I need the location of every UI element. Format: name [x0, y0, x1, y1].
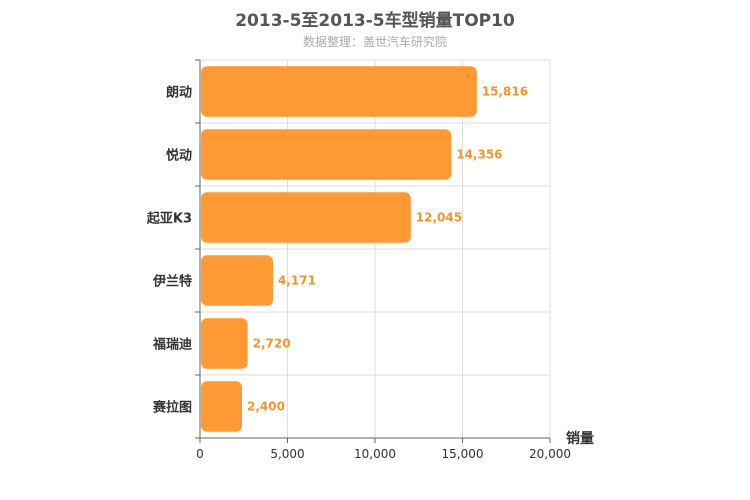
x-tick-label: 0	[196, 447, 204, 461]
category-label: 悦动	[166, 148, 192, 164]
x-tick-label: 10,000	[354, 447, 396, 461]
x-tick-label: 20,000	[529, 447, 571, 461]
data-label: 15,816	[482, 85, 528, 99]
bar	[201, 129, 452, 180]
chart-subtitle: 数据整理：盖世汽车研究院	[302, 35, 447, 49]
chart-title: 2013-5至2013-5车型销量TOP10	[235, 11, 515, 31]
category-label: 福瑞迪	[152, 337, 192, 353]
x-axis-title: 销量	[566, 430, 594, 447]
x-tick-label: 15,000	[442, 447, 484, 461]
data-label: 2,400	[247, 400, 285, 414]
x-tick-label: 5,000	[270, 447, 304, 461]
bars: 15,816 14,356 12,045 4,171 2,720 2,400	[201, 66, 528, 432]
bar	[201, 255, 273, 306]
bar	[201, 381, 242, 432]
bar	[201, 192, 411, 243]
data-label: 4,171	[278, 274, 316, 288]
category-label: 朗动	[166, 85, 192, 101]
bar	[201, 318, 248, 369]
category-label: 赛拉图	[152, 400, 192, 416]
data-label: 12,045	[416, 211, 462, 225]
category-label: 伊兰特	[152, 274, 192, 290]
data-label: 14,356	[456, 148, 502, 162]
category-label: 起亚K3	[146, 211, 192, 227]
data-label: 2,720	[253, 337, 291, 351]
bar	[201, 66, 477, 117]
